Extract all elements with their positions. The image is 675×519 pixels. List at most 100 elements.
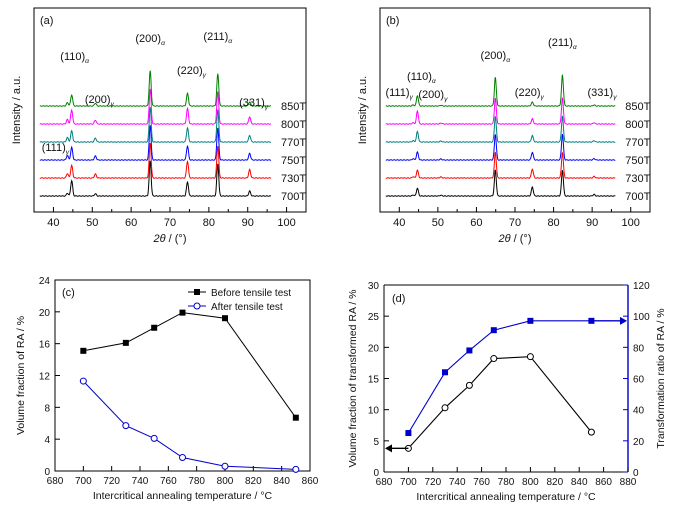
x-tick-label: 70 [509,217,521,229]
y2-tick-label: 120 [633,281,650,292]
data-point [527,317,534,324]
x-tick-label: 720 [424,477,441,488]
right-axis-arrowhead [620,316,627,325]
peak-label: (200)γ [85,94,115,108]
y-axis-label: Intensity / a.u. [357,76,369,144]
data-point [466,347,473,354]
x-tick-label: 720 [103,476,120,487]
x-tick-label: 840 [273,476,290,487]
x-tick-label: 800 [522,477,539,488]
panel-label: (d) [392,293,405,305]
x-tick-label: 880 [620,477,637,488]
y-tick-label: 10 [368,406,380,417]
y-tick-label: 4 [44,435,50,446]
peak-label: (110)α [407,71,437,85]
legend-label: Before tensile test [211,288,291,299]
xrd-spectrum [385,74,616,107]
legend-label: After tensile test [211,302,283,313]
panel-d: 680 700 720 740 760 780 800 820 840 860 8800510152… [368,281,650,503]
series-label: 730T [625,173,650,185]
x-tick-label: 760 [473,477,490,488]
x-tick-label: 780 [498,477,515,488]
x-tick-label: 700 [75,476,92,487]
panel-label: (c) [62,287,75,299]
y2-tick-label: 100 [633,312,650,323]
xrd-spectrum [39,107,272,143]
y-tick-label: 20 [39,308,51,319]
x-tick-label: 680 [376,477,393,488]
x-axis-label: 2θ / (°) [153,233,187,245]
x-tick-label: 100 [277,217,295,229]
x-tick-label: 70 [164,217,176,229]
series-label: 750T [281,155,306,167]
y2-tick-label: 20 [633,437,645,448]
y-tick-label: 8 [44,403,50,414]
xrd-spectrum [385,169,616,197]
x-tick-label: 680 [47,476,64,487]
panel-label: (b) [386,15,399,27]
x-tick-label: 50 [432,217,444,229]
x-tick-label: 700 [400,477,417,488]
data-point [526,353,534,361]
series-label: 770T [281,137,306,149]
x-tick-label: 60 [125,217,137,229]
y-tick-label: 0 [44,467,50,478]
peak-label: (331)γ [588,87,618,101]
series-label: 700T [625,191,650,203]
y2-axis-label: Transformation ratio of RA / % [655,308,667,448]
x-tick-label: 760 [160,476,177,487]
y-tick-label: 20 [368,343,380,354]
data-point [292,414,299,421]
data-point [222,315,228,322]
data-point [179,309,186,316]
x-tick-label: 740 [132,476,149,487]
peak-label: (200)γ [418,89,448,103]
peak-label: (200)α [135,33,166,47]
xrd-spectrum [39,160,272,197]
xrd-spectrum [39,70,272,107]
data-point [490,355,498,363]
data-point [292,465,300,473]
peak-label: (331)γ [239,97,269,111]
xrd-spectrum [385,151,616,179]
peak-label: (111)γ [42,142,70,156]
xrd-panel-b: 40 50 60 70 80 90 100 (b) 2θ / (°) 700T 730T 750T 77… [379,7,651,245]
y2-tick-label: 40 [633,406,645,417]
peak-label: (211)α [203,31,233,45]
peak-label: (220)γ [515,87,545,101]
y-axis-label: Volume fraction of RA / % [15,316,27,435]
peak-label: (200)α [481,50,512,64]
data-point [179,453,186,461]
data-point [587,428,595,436]
x-tick-label: 80 [547,217,559,229]
legend-marker [193,302,201,310]
y2-tick-label: 60 [633,375,645,386]
series-label: 800T [625,119,650,131]
data-point [465,381,473,389]
peak-label: (110)α [60,51,90,65]
y-tick-label: 5 [373,437,379,448]
x-tick-label: 860 [302,476,319,487]
x-tick-label: 40 [47,217,59,229]
xrd-panel-a: 40 50 60 70 80 90 100 (a) 2θ / (°) 700T 730T 750T 77… [33,7,307,245]
x-tick-label: 100 [622,217,640,229]
series-line [407,356,592,449]
series-line [82,380,296,470]
x-tick-label: 40 [393,217,405,229]
x-tick-label: 90 [586,217,598,229]
xrd-spectrum [385,97,616,125]
peak-label: (111)γ [385,87,413,101]
x-tick-label: 860 [595,477,612,488]
data-point [405,430,412,437]
x-tick-label: 820 [546,477,563,488]
xrd-spectrum [385,115,616,143]
x-axis-label: 2θ / (°) [498,233,532,245]
y-tick-label: 30 [368,281,380,292]
xrd-spectrum [39,143,272,179]
left-axis-arrowhead [385,444,392,453]
series-label: 700T [281,191,306,203]
data-point [151,324,158,331]
x-axis-label: Intercritical annealing temperature / °C [93,490,273,502]
series-line [83,312,297,418]
